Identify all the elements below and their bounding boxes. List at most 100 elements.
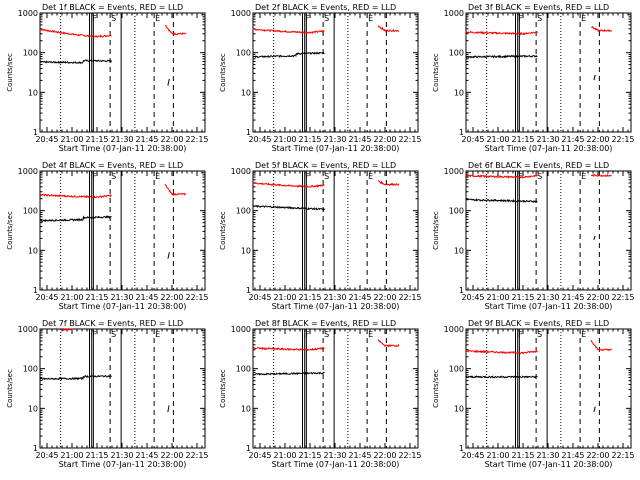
y-tick-label: 10 xyxy=(241,404,251,413)
marker-label: S xyxy=(537,172,542,181)
x-tick-label: 22:00 xyxy=(586,135,609,144)
subplot-det-3: Det 3f BLACK = Events, RED = LLD 1 10 100 10… xyxy=(432,3,635,153)
y-tick-label: 100 xyxy=(449,365,464,374)
subplot-title: Det 5f BLACK = Events, RED = LLD xyxy=(255,161,396,170)
plot-frame xyxy=(252,170,419,291)
lld-series-line xyxy=(164,24,187,36)
x-tick-label: 21:30 xyxy=(110,451,133,460)
y-tick-label: 100 xyxy=(236,49,251,58)
x-tick-label: 21:30 xyxy=(110,135,133,144)
x-tick-label: 21:30 xyxy=(110,293,133,302)
x-axis-label: Start Time (07-Jan-11 20:38:00) xyxy=(59,460,187,469)
x-tick-label: 21:00 xyxy=(273,451,296,460)
y-tick-label: 1 xyxy=(246,286,251,295)
x-tick-label: 22:00 xyxy=(586,451,609,460)
lld-series-line xyxy=(252,27,325,35)
x-axis-label: Start Time (07-Jan-11 20:38:00) xyxy=(272,460,400,469)
x-tick-label: 20:45 xyxy=(35,293,58,302)
x-tick-label: 21:15 xyxy=(85,293,108,302)
x-axis-label: Start Time (07-Jan-11 20:38:00) xyxy=(272,144,400,153)
y-tick-label: 1000 xyxy=(231,167,251,176)
marker-label: S xyxy=(537,330,542,339)
x-tick-label: 21:30 xyxy=(323,451,346,460)
marker-label: E xyxy=(581,330,586,339)
plot-frame xyxy=(39,328,206,449)
events-series-line xyxy=(252,51,325,59)
marker-label: E xyxy=(581,14,586,23)
x-tick-label: 21:45 xyxy=(561,451,584,460)
y-tick-label: 1000 xyxy=(18,167,38,176)
x-tick-label: 22:00 xyxy=(160,451,183,460)
y-tick-label: 1 xyxy=(246,128,251,137)
x-tick-label: 21:15 xyxy=(511,293,534,302)
marker-label: F xyxy=(518,330,523,339)
lld-series-line xyxy=(465,349,538,355)
x-tick-label: 22:15 xyxy=(611,451,634,460)
x-tick-label: 21:00 xyxy=(273,135,296,144)
marker-label: S xyxy=(111,330,116,339)
lld-series-line xyxy=(40,28,112,38)
events-series-line xyxy=(252,204,325,212)
x-axis-label: Start Time (07-Jan-11 20:38:00) xyxy=(59,302,187,311)
x-tick-label: 20:45 xyxy=(461,135,484,144)
y-tick-label: 1 xyxy=(459,128,464,137)
y-tick-label: 1000 xyxy=(231,325,251,334)
marker-label: S xyxy=(324,172,329,181)
events-series-line xyxy=(593,235,596,240)
x-tick-label: 20:45 xyxy=(248,135,271,144)
plot-frame xyxy=(252,328,419,449)
plot-frame xyxy=(465,328,632,449)
subplot-det-6: Det 6f BLACK = Events, RED = LLD 1 10 100 10… xyxy=(432,161,635,311)
lld-series-line xyxy=(252,346,325,352)
marker-label: S xyxy=(537,14,542,23)
events-series-line xyxy=(252,371,325,376)
events-series-line xyxy=(39,215,112,223)
x-tick-label: 21:00 xyxy=(60,293,83,302)
x-axis-label: Start Time (07-Jan-11 20:38:00) xyxy=(485,144,613,153)
x-tick-label: 21:30 xyxy=(536,135,559,144)
x-tick-label: 21:15 xyxy=(298,135,321,144)
plot-frame xyxy=(465,170,632,291)
events-series-line xyxy=(167,78,170,86)
marker-label: F xyxy=(92,14,97,23)
subplot-title: Det 4f BLACK = Events, RED = LLD xyxy=(42,161,183,170)
x-axis-label: Start Time (07-Jan-11 20:38:00) xyxy=(272,302,400,311)
y-tick-label: 10 xyxy=(454,404,464,413)
subplot-title: Det 3f BLACK = Events, RED = LLD xyxy=(468,3,609,12)
lld-series-line xyxy=(590,339,613,352)
y-axis-label: Counts/sec xyxy=(6,369,14,408)
lld-series-line xyxy=(39,193,112,199)
x-axis-label: Start Time (07-Jan-11 20:38:00) xyxy=(59,144,187,153)
x-tick-label: 22:00 xyxy=(160,135,183,144)
y-tick-label: 1 xyxy=(459,444,464,453)
y-tick-label: 10 xyxy=(28,246,38,255)
y-tick-label: 10 xyxy=(241,88,251,97)
y-tick-label: 10 xyxy=(28,88,38,97)
marker-label: S xyxy=(324,14,329,23)
x-tick-label: 21:30 xyxy=(536,293,559,302)
marker-label: E xyxy=(155,172,160,181)
x-tick-label: 22:15 xyxy=(185,451,208,460)
x-tick-label: 22:15 xyxy=(398,293,421,302)
x-tick-label: 21:30 xyxy=(323,293,346,302)
x-tick-label: 20:45 xyxy=(248,293,271,302)
marker-label: E xyxy=(368,14,373,23)
y-tick-label: 1 xyxy=(33,444,38,453)
plot-frame xyxy=(39,12,206,133)
y-tick-label: 100 xyxy=(236,365,251,374)
y-axis-label: Counts/sec xyxy=(432,53,440,92)
y-tick-label: 1 xyxy=(459,286,464,295)
x-tick-label: 22:00 xyxy=(373,451,396,460)
subplot-title: Det 9f BLACK = Events, RED = LLD xyxy=(468,319,609,328)
y-tick-label: 10 xyxy=(241,246,251,255)
subplot-title: Det 7f BLACK = Events, RED = LLD xyxy=(42,319,183,328)
x-tick-label: 21:00 xyxy=(273,293,296,302)
marker-label: F xyxy=(305,172,310,181)
marker-label: E xyxy=(581,172,586,181)
x-tick-label: 21:45 xyxy=(561,135,584,144)
events-series-line xyxy=(465,375,538,379)
x-tick-label: 22:00 xyxy=(373,293,396,302)
x-axis-label: Start Time (07-Jan-11 20:38:00) xyxy=(485,460,613,469)
x-tick-label: 22:15 xyxy=(398,135,421,144)
